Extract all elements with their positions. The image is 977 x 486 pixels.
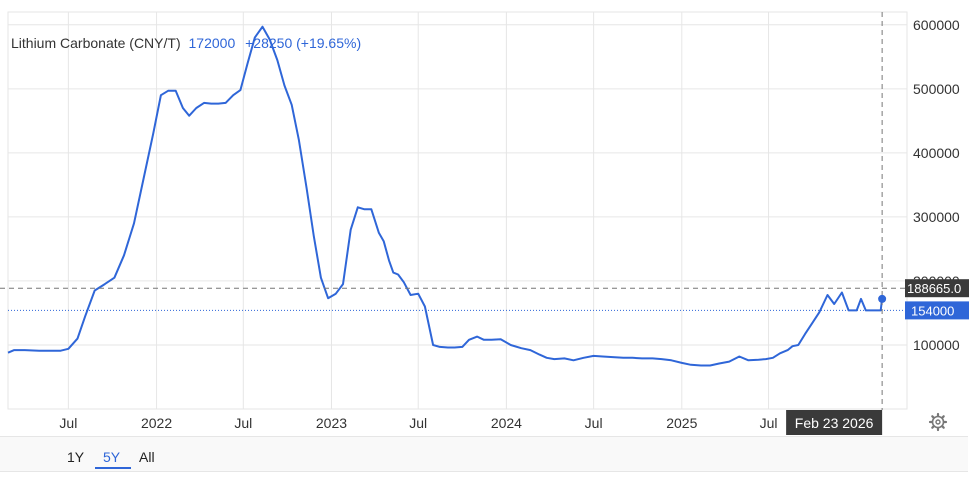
x-tick-label: Jul (59, 415, 77, 431)
range-5y-button[interactable]: 5Y (103, 449, 121, 465)
plot-border (7, 11, 908, 410)
price-change: +28250 (+19.65%) (245, 35, 361, 51)
x-tick-label: 2023 (316, 415, 347, 431)
y-tick-label: 500000 (913, 81, 960, 97)
x-axis: Jul 2022 Jul 2023 Jul 2024 Jul 2025 Jul (59, 415, 777, 431)
crosshair-x-label: Feb 23 2026 (786, 410, 883, 435)
range-active-indicator (95, 467, 131, 469)
y-tick-label: 400000 (913, 145, 960, 161)
gear-icon[interactable] (928, 412, 948, 432)
x-tick-label: 2022 (141, 415, 172, 431)
last-value-label-text: 154000 (911, 303, 954, 318)
price-chart[interactable]: Jul 2022 Jul 2023 Jul 2024 Jul 2025 Jul 100000 20… (0, 0, 977, 436)
crosshair-marker (878, 294, 887, 303)
last-price: 172000 (189, 35, 236, 51)
x-tick-label: 2024 (491, 415, 522, 431)
y-tick-label: 600000 (913, 17, 960, 33)
y-tick-label: 100000 (913, 337, 960, 353)
crosshair-y-label-text: 188665.0 (907, 281, 961, 296)
svg-text:Lithium Carbonate (CNY/T): Lithium Carbonate (CNY/T) 172000 +28250 … (11, 35, 361, 51)
instrument-name: Lithium Carbonate (CNY/T) (11, 35, 181, 51)
range-1y-button[interactable]: 1Y (67, 449, 85, 465)
crosshair-x-label-text: Feb 23 2026 (795, 415, 874, 431)
range-selector: 1Y 5Y All (0, 436, 968, 472)
crosshair-y-label: 188665.0 (905, 279, 969, 298)
series-line (7, 25, 884, 367)
last-value-label: 154000 (905, 301, 969, 320)
x-tick-label: Jul (760, 415, 778, 431)
x-tick-label: Jul (234, 415, 252, 431)
y-tick-label: 300000 (913, 209, 960, 225)
range-all-button[interactable]: All (139, 449, 155, 465)
x-tick-label: Jul (409, 415, 427, 431)
x-tick-label: Jul (585, 415, 603, 431)
grid-lines (8, 12, 907, 409)
chart-header: Lithium Carbonate (CNY/T) 172000 +28250 … (11, 35, 361, 51)
x-tick-label: 2025 (666, 415, 697, 431)
